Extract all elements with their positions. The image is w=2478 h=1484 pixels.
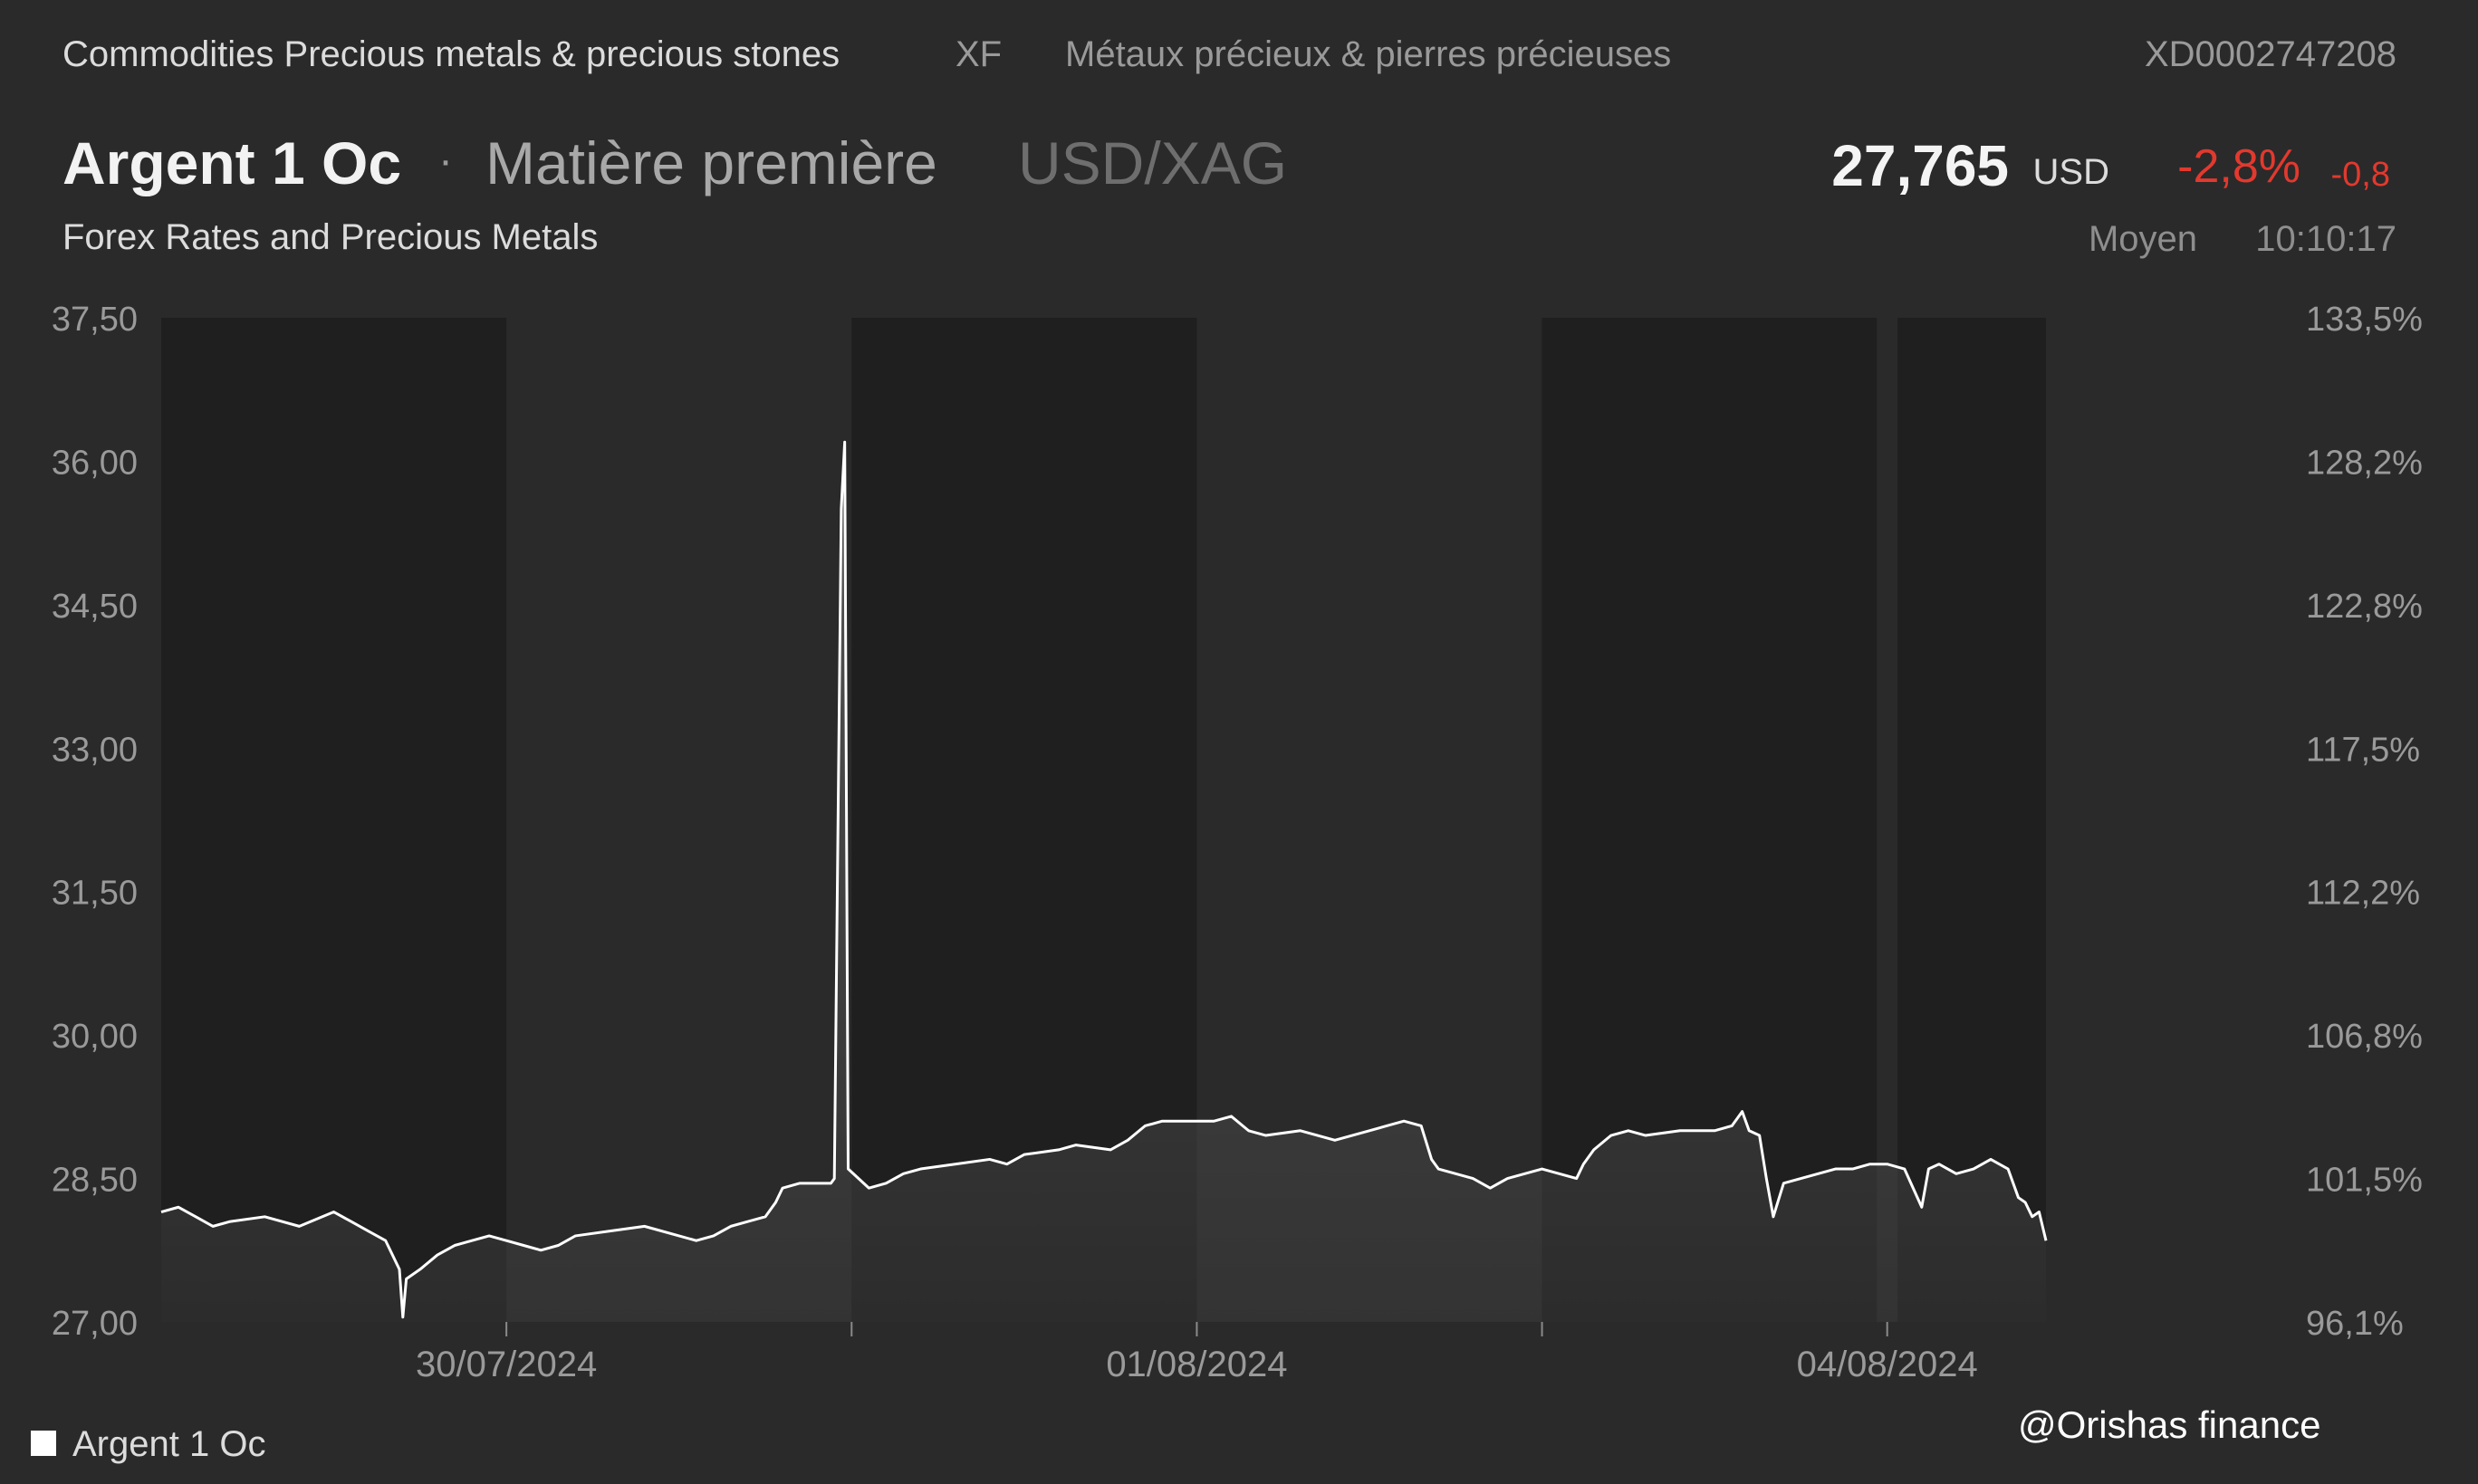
y-tick-left: 30,00 bbox=[52, 1018, 138, 1056]
y-tick-right: 117,5% bbox=[2306, 731, 2420, 769]
x-tick-label: 04/08/2024 bbox=[1797, 1345, 1978, 1384]
instrument-type: Matière première bbox=[485, 129, 937, 196]
last-price: 27,765 bbox=[1831, 133, 2009, 198]
y-tick-right: 112,2% bbox=[2306, 875, 2420, 913]
y-tick-right: 106,8% bbox=[2306, 1018, 2423, 1056]
change-percent: -2,8% bbox=[2177, 140, 2300, 193]
x-tick-label: 30/07/2024 bbox=[416, 1345, 597, 1384]
watermark: @Orishas finance bbox=[2018, 1403, 2321, 1446]
shaded-band-0 bbox=[161, 318, 507, 1322]
legend-label[interactable]: Argent 1 Oc bbox=[72, 1424, 266, 1464]
instrument-name: Argent 1 Oc bbox=[62, 129, 402, 196]
y-tick-right: 128,2% bbox=[2306, 444, 2423, 482]
y-tick-right: 122,8% bbox=[2306, 588, 2423, 626]
y-tick-left: 28,50 bbox=[52, 1162, 138, 1200]
currency-pair: USD/XAG bbox=[1018, 129, 1288, 196]
x-tick-label: 01/08/2024 bbox=[1106, 1345, 1287, 1384]
legend-swatch bbox=[31, 1431, 56, 1456]
price-type: Moyen bbox=[2088, 219, 2197, 259]
exchange-code: XF bbox=[956, 34, 1003, 74]
price-currency: USD bbox=[2032, 152, 2109, 192]
data-source: Forex Rates and Precious Metals bbox=[62, 217, 599, 257]
series-line-argent[interactable] bbox=[160, 440, 2048, 1319]
breadcrumb-category[interactable]: Commodities Precious metals & precious s… bbox=[62, 34, 840, 74]
title-separator: · bbox=[438, 137, 453, 185]
category-french: Métaux précieux & pierres précieuses bbox=[1065, 34, 1672, 74]
series-area bbox=[161, 442, 2047, 1322]
y-tick-left: 36,00 bbox=[52, 444, 138, 482]
y-tick-left: 27,00 bbox=[52, 1305, 138, 1343]
y-tick-right: 133,5% bbox=[2306, 301, 2423, 339]
y-tick-right: 96,1% bbox=[2306, 1305, 2404, 1343]
quote-time: 10:10:17 bbox=[2255, 219, 2396, 259]
isin-code: XD0002747208 bbox=[2144, 34, 2396, 74]
shaded-band-3 bbox=[1897, 318, 2047, 1322]
y-tick-left: 33,00 bbox=[52, 731, 138, 769]
y-tick-left: 34,50 bbox=[52, 588, 138, 626]
y-tick-left: 31,50 bbox=[52, 875, 138, 913]
change-absolute: -0,8 bbox=[2330, 156, 2390, 194]
y-tick-left: 37,50 bbox=[52, 301, 138, 339]
y-tick-right: 101,5% bbox=[2306, 1162, 2423, 1200]
